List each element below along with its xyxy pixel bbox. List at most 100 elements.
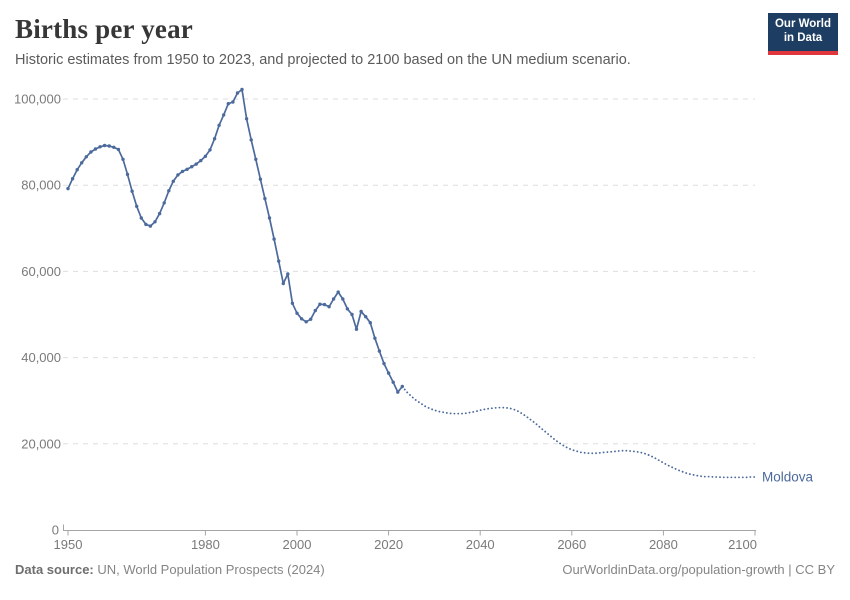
data-point-marker bbox=[70, 177, 75, 181]
data-point-marker bbox=[102, 143, 107, 148]
data-point-marker bbox=[391, 380, 395, 384]
data-point-marker bbox=[368, 321, 372, 325]
data-point-marker bbox=[171, 179, 175, 183]
x-axis-tick-label: 1950 bbox=[54, 537, 83, 552]
data-point-marker bbox=[176, 173, 180, 177]
x-axis-tick-label: 2080 bbox=[649, 537, 678, 552]
data-point-marker bbox=[286, 272, 290, 276]
data-point-marker bbox=[396, 390, 400, 394]
data-point-marker bbox=[162, 201, 166, 205]
data-point-marker bbox=[212, 137, 217, 141]
data-point-marker bbox=[272, 237, 276, 241]
data-point-marker bbox=[382, 361, 386, 366]
data-point-marker bbox=[203, 154, 208, 158]
y-axis-tick-label: 80,000 bbox=[21, 178, 61, 193]
owid-logo-line1: Our World bbox=[774, 18, 831, 30]
chart-subtitle: Historic estimates from 1950 to 2023, an… bbox=[15, 52, 631, 68]
owid-logo-line2: in Data bbox=[783, 31, 823, 44]
data-point-marker bbox=[135, 204, 139, 208]
owid-logo[interactable]: Our World in Data bbox=[768, 13, 838, 55]
data-point-marker bbox=[377, 349, 382, 353]
data-point-marker bbox=[295, 311, 299, 315]
y-axis-tick-label: 0 bbox=[52, 523, 59, 538]
data-point-marker bbox=[190, 165, 194, 169]
x-axis-tick-label: 2060 bbox=[557, 537, 586, 552]
data-source-note: Data source: UN, World Population Prospe… bbox=[15, 562, 325, 577]
citation-link[interactable]: OurWorldinData.org/population-growth | C… bbox=[562, 562, 835, 577]
data-point-marker bbox=[180, 169, 185, 174]
data-point-marker bbox=[359, 309, 363, 314]
data-point-marker bbox=[167, 189, 171, 193]
y-axis-tick-label: 20,000 bbox=[21, 436, 61, 451]
data-point-marker bbox=[199, 158, 203, 163]
data-source-label: Data source: bbox=[15, 562, 94, 577]
data-point-marker bbox=[290, 301, 295, 305]
data-point-marker bbox=[208, 148, 212, 152]
data-point-marker bbox=[244, 117, 249, 121]
data-point-marker bbox=[98, 145, 102, 149]
data-point-marker bbox=[309, 317, 313, 321]
data-point-marker bbox=[267, 216, 272, 220]
data-point-marker bbox=[217, 123, 221, 128]
data-point-marker bbox=[322, 302, 327, 307]
data-source-text: UN, World Population Prospects (2024) bbox=[93, 562, 325, 577]
data-point-marker bbox=[336, 290, 340, 294]
x-axis-tick-label: 1980 bbox=[191, 537, 220, 552]
x-axis-tick-label: 2100 bbox=[728, 537, 757, 552]
chart-title: Births per year bbox=[15, 14, 193, 44]
data-point-marker bbox=[254, 157, 258, 161]
y-axis-tick-label: 60,000 bbox=[21, 264, 61, 279]
data-point-marker bbox=[240, 87, 244, 92]
data-point-marker bbox=[386, 371, 391, 375]
data-point-marker bbox=[341, 297, 345, 301]
x-axis-tick-label: 2040 bbox=[466, 537, 495, 552]
data-point-marker bbox=[345, 307, 350, 311]
data-point-marker bbox=[354, 327, 359, 331]
data-point-marker bbox=[75, 168, 79, 172]
data-point-marker bbox=[112, 145, 116, 149]
data-point-marker bbox=[277, 259, 281, 263]
data-point-marker bbox=[281, 281, 285, 286]
data-point-marker bbox=[194, 162, 198, 166]
data-point-marker bbox=[125, 172, 130, 177]
data-point-marker bbox=[84, 155, 89, 159]
data-point-marker bbox=[327, 305, 331, 309]
data-point-marker bbox=[249, 138, 253, 142]
data-point-marker bbox=[373, 336, 377, 340]
data-point-marker bbox=[89, 150, 93, 154]
data-point-marker bbox=[93, 147, 98, 151]
data-point-marker bbox=[258, 177, 263, 181]
data-point-marker bbox=[263, 196, 267, 201]
data-point-marker bbox=[107, 144, 111, 148]
data-point-marker bbox=[304, 320, 308, 324]
data-point-marker bbox=[299, 317, 304, 321]
data-point-marker bbox=[364, 315, 368, 319]
data-point-marker bbox=[144, 222, 148, 227]
data-point-marker bbox=[130, 189, 134, 193]
data-point-marker bbox=[222, 113, 226, 117]
data-point-marker bbox=[185, 167, 189, 171]
data-point-marker bbox=[350, 312, 354, 317]
data-point-marker bbox=[116, 147, 121, 152]
historic-line bbox=[67, 88, 403, 393]
projected-line bbox=[401, 385, 756, 479]
data-point-marker bbox=[80, 161, 84, 165]
data-point-marker bbox=[139, 216, 143, 220]
data-point-marker bbox=[235, 91, 240, 95]
data-point-marker bbox=[157, 211, 162, 216]
x-axis-tick-label: 2020 bbox=[374, 537, 403, 552]
data-point-marker bbox=[153, 220, 157, 224]
data-point-marker bbox=[121, 157, 125, 161]
data-point-marker bbox=[331, 297, 336, 301]
x-axis-tick-label: 2000 bbox=[283, 537, 312, 552]
data-point-marker bbox=[66, 186, 70, 191]
data-point-marker bbox=[318, 302, 322, 306]
data-point-marker bbox=[148, 224, 153, 228]
data-point-marker bbox=[226, 102, 230, 106]
data-point-marker bbox=[231, 100, 235, 104]
y-axis-tick-label: 100,000 bbox=[14, 92, 61, 107]
chart-footer: Data source: UN, World Population Prospe… bbox=[15, 562, 835, 577]
